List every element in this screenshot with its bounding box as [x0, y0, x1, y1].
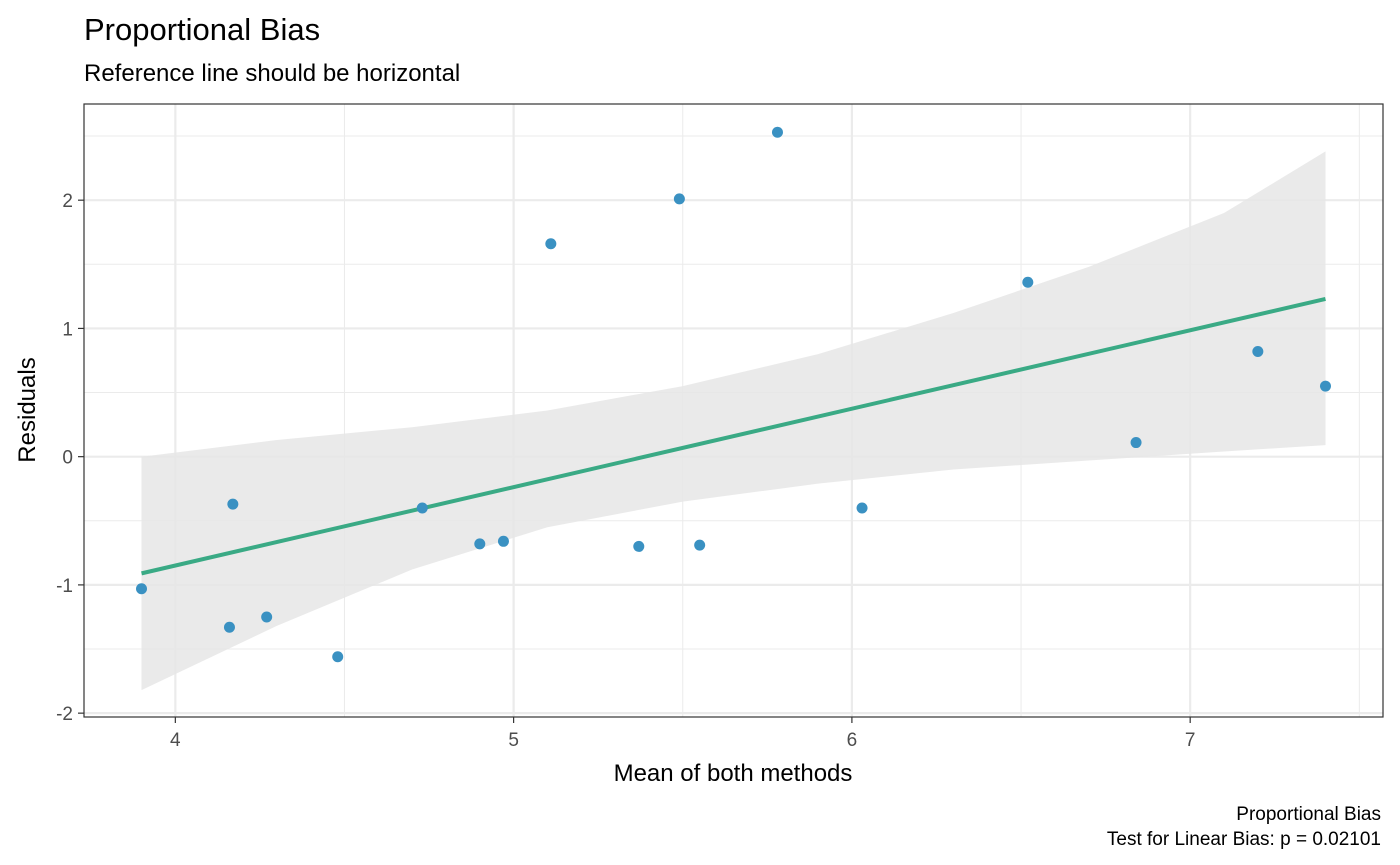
data-point — [136, 583, 148, 595]
x-axis-title: Mean of both methods — [614, 760, 853, 787]
data-points — [136, 126, 1331, 663]
data-point — [223, 621, 235, 633]
data-point — [1252, 346, 1264, 358]
caption-line-2: Test for Linear Bias: p = 0.02101 — [1107, 829, 1381, 850]
y-axis-title: Residuals — [14, 357, 41, 462]
data-point — [227, 498, 239, 510]
x-tick-label: 7 — [1185, 730, 1196, 751]
data-point — [1130, 437, 1142, 449]
x-axis-ticks: 4 5 6 7 — [170, 717, 1195, 751]
plot-panel — [83, 103, 1384, 718]
data-point — [416, 502, 428, 514]
y-tick-label: 0 — [62, 448, 73, 469]
data-point — [261, 611, 273, 623]
regression-line — [141, 296, 1326, 576]
panel-border — [83, 103, 1384, 718]
chart-subtitle: Reference line should be horizontal — [84, 60, 460, 87]
data-point — [633, 540, 645, 552]
data-point — [545, 238, 557, 250]
y-tick-label: 2 — [62, 191, 73, 212]
y-axis-ticks: -2 -1 0 1 2 — [56, 191, 84, 725]
y-tick-label: -1 — [56, 576, 73, 597]
x-tick-label: 6 — [847, 730, 858, 751]
chart-title: Proportional Bias — [84, 12, 320, 47]
data-point — [332, 651, 344, 663]
x-tick-label: 5 — [508, 730, 519, 751]
caption-line-1: Proportional Bias — [1236, 804, 1381, 825]
data-point — [1319, 380, 1331, 392]
y-tick-label: 1 — [62, 319, 73, 340]
x-tick-label: 4 — [170, 730, 181, 751]
confidence-band — [141, 151, 1326, 691]
data-point — [497, 535, 509, 547]
data-point — [673, 193, 685, 205]
data-point — [1022, 276, 1034, 288]
data-point — [771, 126, 783, 138]
data-point — [856, 502, 868, 514]
data-point — [474, 538, 486, 550]
y-tick-label: -2 — [56, 704, 73, 725]
data-point — [694, 539, 706, 551]
